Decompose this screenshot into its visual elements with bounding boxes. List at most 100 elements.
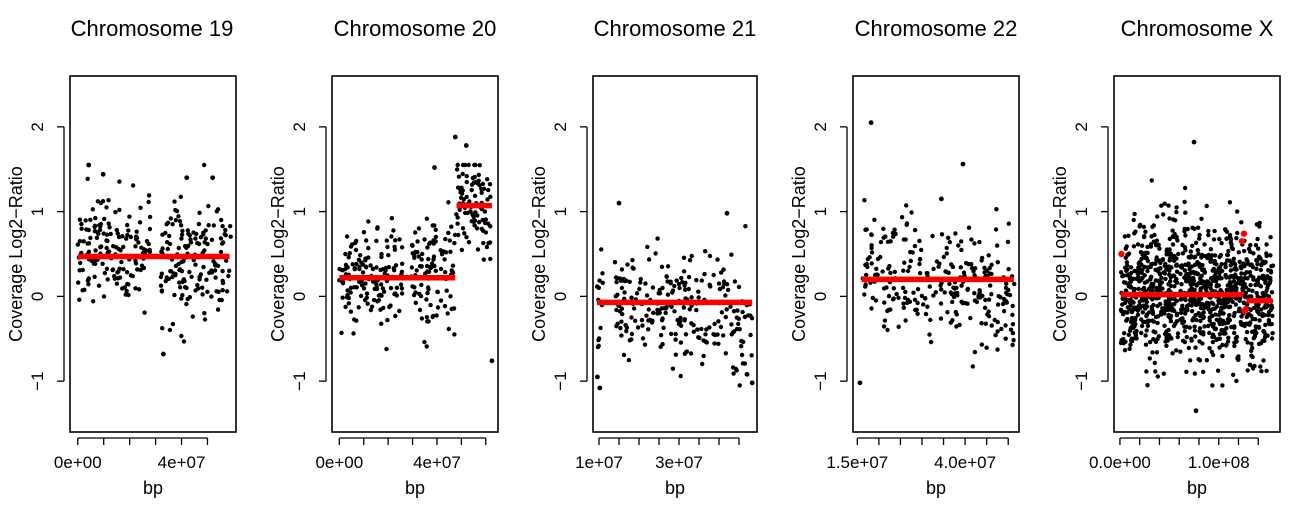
- data-point: [646, 257, 652, 262]
- data-point: [1217, 254, 1222, 260]
- data-point: [746, 313, 751, 318]
- data-point: [472, 223, 477, 228]
- data-point: [79, 221, 84, 227]
- y-axis: −1 0 1 2 Coverage Log2−Ratio: [789, 122, 848, 391]
- data-point: [1204, 284, 1210, 289]
- data-point: [84, 227, 89, 232]
- data-point: [1137, 224, 1142, 229]
- data-point: [1193, 408, 1199, 414]
- y-tick-label: 1: [811, 207, 830, 216]
- x-tick-label: 4.0e+07: [934, 453, 996, 472]
- data-point: [385, 317, 390, 323]
- y-axis-label: Coverage Log2−Ratio: [268, 166, 288, 342]
- data-point: [748, 332, 753, 338]
- data-point: [995, 243, 1000, 248]
- data-point: [409, 265, 414, 270]
- data-point: [77, 268, 82, 273]
- data-point: [689, 321, 694, 326]
- data-point: [707, 282, 712, 287]
- data-point: [91, 299, 96, 304]
- data-point: [443, 270, 448, 275]
- data-point: [454, 212, 459, 217]
- data-point: [343, 304, 348, 309]
- data-point: [363, 258, 368, 263]
- data-point: [724, 210, 730, 216]
- data-point: [93, 261, 98, 266]
- data-point: [419, 282, 424, 288]
- data-point: [687, 307, 692, 312]
- data-point: [425, 245, 430, 250]
- data-point: [938, 196, 944, 202]
- data-point: [1201, 310, 1206, 315]
- data-point: [1168, 319, 1174, 324]
- data-point: [942, 290, 947, 295]
- data-point: [629, 315, 634, 320]
- data-point: [725, 287, 731, 293]
- data-point: [1172, 284, 1177, 289]
- data-point: [117, 275, 123, 280]
- data-point: [1163, 276, 1168, 282]
- data-point: [424, 216, 430, 221]
- data-point: [950, 318, 955, 323]
- data-point: [184, 175, 190, 181]
- data-point: [1235, 275, 1240, 281]
- data-point: [613, 294, 618, 299]
- data-point: [125, 222, 130, 228]
- data-point: [1237, 259, 1242, 264]
- data-point: [340, 295, 345, 300]
- data-point: [1257, 224, 1262, 229]
- chart-panel-2: Chromosome 20 −1 0 1 2 Coverage Log2−Ratio 0e+…: [268, 16, 499, 498]
- data-point: [930, 233, 935, 239]
- data-point: [431, 254, 437, 259]
- data-point: [689, 295, 694, 300]
- data-point: [893, 231, 898, 237]
- data-point: [1270, 331, 1275, 336]
- data-point: [1234, 236, 1239, 241]
- data-point: [1226, 339, 1231, 344]
- data-point: [189, 274, 194, 279]
- data-point: [344, 295, 350, 300]
- data-point: [1171, 258, 1177, 263]
- data-point: [1213, 312, 1218, 317]
- data-point: [674, 278, 679, 283]
- data-point: [391, 228, 396, 233]
- data-point: [86, 282, 91, 287]
- data-point: [1162, 201, 1167, 206]
- data-point: [77, 297, 82, 302]
- data-point: [914, 307, 919, 312]
- data-point: [905, 300, 910, 305]
- data-point: [970, 364, 975, 369]
- data-point: [1122, 331, 1127, 336]
- data-point: [124, 288, 129, 294]
- data-point: [399, 245, 405, 250]
- data-point: [1144, 369, 1149, 374]
- data-point: [919, 293, 925, 299]
- data-point: [457, 207, 462, 212]
- data-point: [1163, 299, 1168, 304]
- data-point: [106, 221, 111, 226]
- data-point: [686, 274, 692, 280]
- data-point: [1269, 290, 1275, 295]
- data-point: [1238, 319, 1243, 325]
- x-tick-label: 0.0e+00: [1089, 453, 1151, 472]
- data-point: [739, 338, 744, 344]
- data-point: [901, 237, 907, 242]
- data-point: [1174, 348, 1179, 353]
- data-point: [683, 332, 689, 337]
- data-point: [742, 314, 748, 320]
- data-point: [1269, 306, 1274, 311]
- data-point: [173, 263, 179, 269]
- data-point: [869, 245, 874, 251]
- data-point: [206, 223, 211, 228]
- data-point: [1149, 307, 1155, 312]
- data-point: [473, 162, 478, 168]
- data-point: [1247, 270, 1253, 275]
- data-point: [76, 280, 81, 285]
- data-point: [677, 285, 682, 291]
- data-point: [389, 234, 394, 239]
- data-point: [699, 326, 704, 332]
- data-point: [214, 289, 219, 294]
- data-point: [1232, 343, 1237, 349]
- data-point: [1131, 244, 1137, 249]
- data-point: [374, 265, 379, 270]
